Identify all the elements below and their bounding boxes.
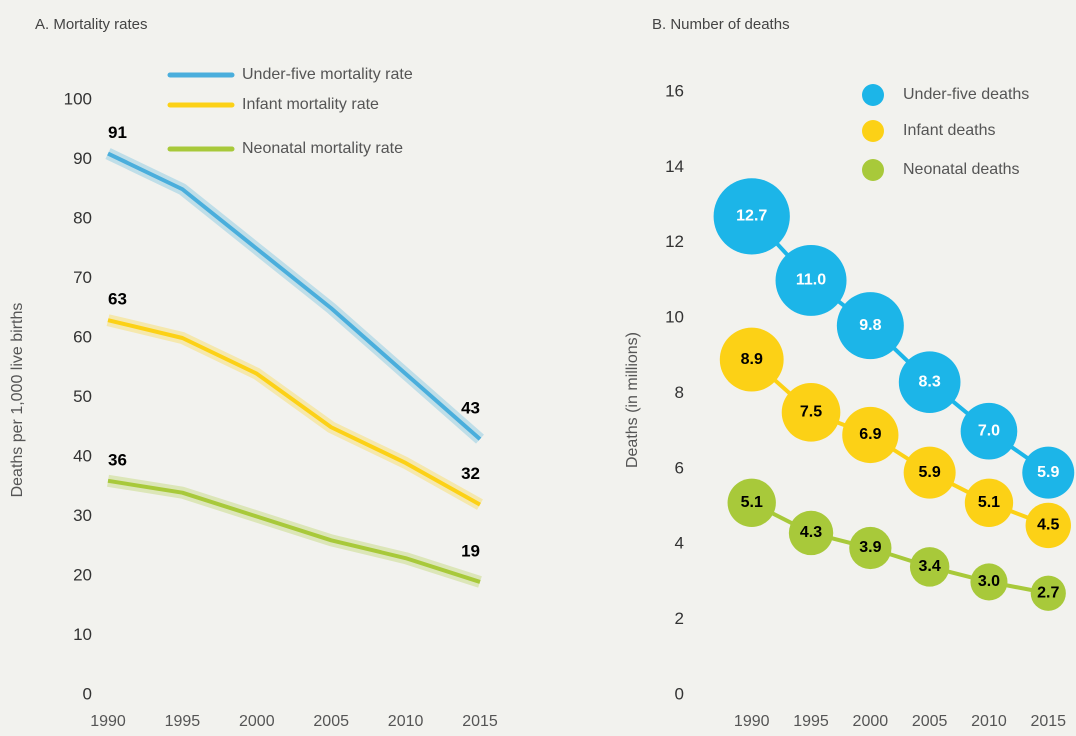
y-axis-label: Deaths (in millions) (624, 332, 641, 468)
y-tick-label: 2 (675, 609, 684, 628)
y-tick-label: 20 (73, 565, 92, 584)
bubble (719, 327, 784, 392)
bubble (836, 292, 904, 360)
y-tick-label: 60 (73, 327, 92, 346)
data-label: 3.9 (859, 539, 881, 556)
x-tick-label: 2015 (1030, 713, 1066, 730)
chart-title: B. Number of deaths (652, 16, 790, 33)
legend-swatch (862, 120, 884, 142)
series-line (107, 151, 482, 441)
bubble (909, 547, 950, 587)
legend-label: Infant mortality rate (242, 96, 379, 113)
bubble (970, 563, 1008, 601)
series-line (107, 478, 481, 584)
data-label: 4.3 (800, 524, 822, 541)
legend-label: Under-five deaths (903, 86, 1029, 103)
series-line (107, 318, 481, 507)
data-label: 9.8 (859, 317, 881, 334)
data-label: 36 (108, 450, 127, 469)
bubble (788, 510, 834, 556)
y-tick-label: 0 (675, 684, 684, 703)
bubble (1030, 575, 1066, 611)
bubble (964, 478, 1014, 527)
data-label: 7.5 (800, 404, 822, 421)
bubble (1022, 446, 1075, 499)
bubble (775, 244, 847, 316)
bubble (898, 351, 961, 414)
data-label: 5.9 (1037, 464, 1059, 481)
y-tick-label: 30 (73, 506, 92, 525)
chart-title: A. Mortality rates (35, 16, 148, 33)
x-tick-label: 1995 (793, 713, 829, 730)
data-label: 5.1 (978, 494, 1000, 511)
y-tick-label: 10 (73, 625, 92, 644)
y-tick-label: 14 (665, 157, 684, 176)
y-tick-label: 8 (675, 383, 684, 402)
data-label: 43 (461, 399, 480, 418)
bubble (842, 406, 899, 464)
bubble (1025, 502, 1071, 549)
legend-swatch (862, 84, 884, 106)
data-label: 12.7 (736, 208, 767, 225)
data-label: 3.0 (978, 573, 1000, 590)
data-label: 3.4 (919, 558, 941, 575)
data-label: 2.7 (1037, 584, 1059, 601)
y-tick-label: 6 (675, 458, 684, 477)
bubble (960, 402, 1018, 460)
x-tick-label: 2010 (388, 713, 424, 730)
y-tick-label: 40 (73, 446, 92, 465)
x-tick-label: 2000 (853, 713, 889, 730)
data-label: 63 (108, 290, 127, 309)
data-label: 8.9 (741, 351, 763, 368)
y-tick-label: 0 (83, 684, 92, 703)
data-label: 91 (108, 123, 127, 142)
data-label: 5.9 (919, 464, 941, 481)
x-tick-label: 1990 (734, 713, 770, 730)
legend-label: Infant deaths (903, 122, 996, 139)
y-tick-label: 50 (73, 387, 92, 406)
y-tick-label: 100 (64, 89, 92, 108)
data-label: 32 (461, 464, 480, 483)
bubble (727, 478, 776, 527)
y-tick-label: 80 (73, 208, 92, 227)
data-label: 5.1 (741, 494, 763, 511)
y-tick-label: 4 (675, 534, 684, 553)
data-label: 4.5 (1037, 517, 1059, 534)
y-tick-label: 10 (665, 308, 684, 327)
bubble (903, 446, 956, 499)
x-tick-label: 2010 (971, 713, 1007, 730)
legend-label: Under-five mortality rate (242, 66, 413, 83)
y-tick-label: 90 (73, 149, 92, 168)
bubble (849, 526, 892, 570)
legend-label: Neonatal mortality rate (242, 140, 403, 157)
data-label: 8.3 (919, 373, 941, 390)
y-tick-label: 12 (665, 232, 684, 251)
x-tick-label: 2015 (462, 713, 498, 730)
x-tick-label: 1995 (165, 713, 201, 730)
legend-swatch (862, 159, 884, 181)
x-tick-label: 1990 (90, 713, 126, 730)
legend-label: Neonatal deaths (903, 161, 1020, 178)
bubble (713, 178, 790, 255)
x-tick-label: 2005 (912, 713, 948, 730)
data-label: 19 (461, 541, 480, 560)
data-label: 7.0 (978, 422, 1000, 439)
data-label: 11.0 (796, 272, 826, 289)
y-tick-label: 16 (665, 81, 684, 100)
bubble (781, 383, 841, 442)
y-tick-label: 70 (73, 268, 92, 287)
x-tick-label: 2005 (313, 713, 349, 730)
y-axis-label: Deaths per 1,000 live births (9, 303, 26, 498)
x-tick-label: 2000 (239, 713, 275, 730)
data-label: 6.9 (859, 426, 881, 443)
